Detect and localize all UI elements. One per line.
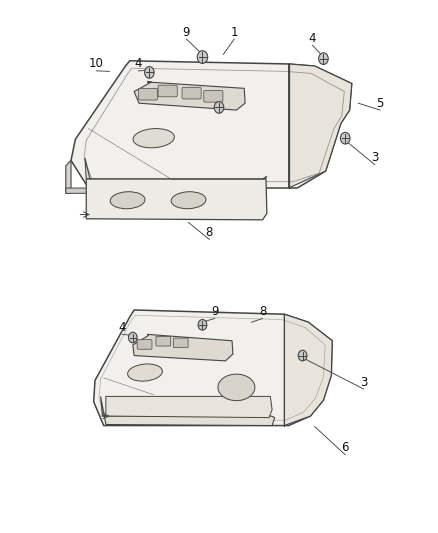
Polygon shape <box>289 64 352 188</box>
Circle shape <box>145 67 154 78</box>
Polygon shape <box>101 397 275 425</box>
Ellipse shape <box>171 192 206 209</box>
FancyBboxPatch shape <box>158 85 177 97</box>
Text: 8: 8 <box>206 226 213 239</box>
Text: 3: 3 <box>360 376 367 389</box>
Polygon shape <box>71 61 352 188</box>
Circle shape <box>197 51 208 63</box>
Circle shape <box>128 332 137 343</box>
Text: 4: 4 <box>309 32 316 45</box>
FancyBboxPatch shape <box>173 338 188 348</box>
Ellipse shape <box>218 374 255 401</box>
Text: 9: 9 <box>183 26 190 38</box>
FancyBboxPatch shape <box>137 340 152 349</box>
FancyBboxPatch shape <box>156 336 171 346</box>
Text: 3: 3 <box>371 151 378 164</box>
Polygon shape <box>134 82 245 110</box>
Circle shape <box>340 132 350 144</box>
Text: 5: 5 <box>376 96 384 110</box>
Polygon shape <box>66 160 71 193</box>
Polygon shape <box>94 310 332 425</box>
Polygon shape <box>66 188 267 193</box>
Polygon shape <box>284 314 332 425</box>
Circle shape <box>198 319 207 330</box>
Text: 10: 10 <box>89 58 104 70</box>
Ellipse shape <box>110 192 145 209</box>
Polygon shape <box>85 158 267 182</box>
Polygon shape <box>86 179 267 220</box>
Ellipse shape <box>127 364 162 381</box>
Circle shape <box>319 53 328 64</box>
FancyBboxPatch shape <box>182 87 201 99</box>
Circle shape <box>214 102 224 114</box>
FancyBboxPatch shape <box>204 91 223 102</box>
Text: 1: 1 <box>230 26 238 38</box>
Ellipse shape <box>133 128 174 148</box>
Circle shape <box>298 350 307 361</box>
Text: 9: 9 <box>211 305 219 318</box>
Text: 8: 8 <box>259 305 266 318</box>
Polygon shape <box>133 334 233 361</box>
Polygon shape <box>106 397 272 418</box>
Text: 4: 4 <box>135 58 142 70</box>
FancyBboxPatch shape <box>138 88 158 100</box>
Text: 4: 4 <box>119 321 126 334</box>
Text: 6: 6 <box>342 441 349 454</box>
